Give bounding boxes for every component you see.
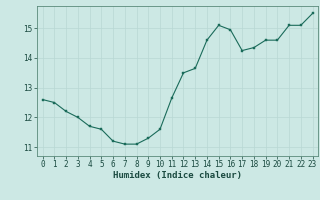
X-axis label: Humidex (Indice chaleur): Humidex (Indice chaleur) <box>113 171 242 180</box>
